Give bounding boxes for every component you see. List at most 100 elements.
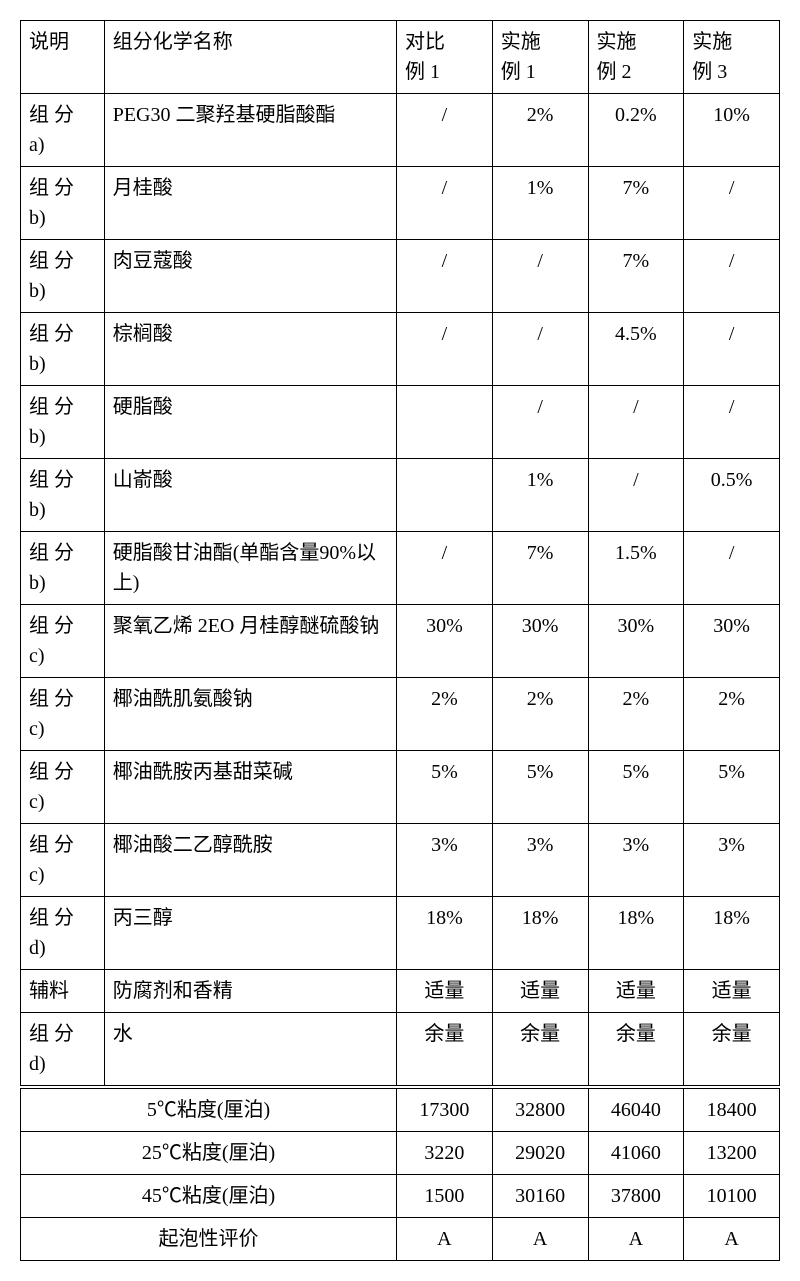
summary-v1: 3220 [397, 1132, 493, 1175]
row-v1: / [397, 532, 493, 605]
row-name: 肉豆蔻酸 [104, 240, 396, 313]
header-row: 说明组分化学名称对比例 1实施例 1实施例 2实施例 3 [21, 21, 780, 94]
row-name: 硬脂酸 [104, 386, 396, 459]
row-v3: 5% [588, 751, 684, 824]
table-row: 组 分c)椰油酸二乙醇酰胺3%3%3%3% [21, 824, 780, 897]
header-col4: 实施例 3 [684, 21, 780, 94]
row-v4: / [684, 386, 780, 459]
table-row: 组 分c)椰油酰胺丙基甜菜碱5%5%5%5% [21, 751, 780, 824]
row-v3: / [588, 386, 684, 459]
table-row: 组 分d)水余量余量余量余量 [21, 1013, 780, 1088]
row-v1: / [397, 240, 493, 313]
row-v2: 余量 [492, 1013, 588, 1088]
row-v4: 0.5% [684, 459, 780, 532]
row-v1: 18% [397, 897, 493, 970]
summary-v2: A [492, 1218, 588, 1261]
row-v4: 30% [684, 605, 780, 678]
table-row: 组 分b)棕榈酸//4.5%/ [21, 313, 780, 386]
header-desc: 说明 [21, 21, 105, 94]
summary-v1: 1500 [397, 1175, 493, 1218]
row-desc: 组 分c) [21, 605, 105, 678]
summary-v4: A [684, 1218, 780, 1261]
row-v3: 4.5% [588, 313, 684, 386]
row-v1: 余量 [397, 1013, 493, 1088]
table-row: 组 分a)PEG30 二聚羟基硬脂酸酯/2%0.2%10% [21, 94, 780, 167]
row-v4: / [684, 532, 780, 605]
table-row: 组 分b)月桂酸/1%7%/ [21, 167, 780, 240]
composition-table: 说明组分化学名称对比例 1实施例 1实施例 2实施例 3组 分a)PEG30 二… [20, 20, 780, 1261]
row-v4: 2% [684, 678, 780, 751]
row-v2: 2% [492, 94, 588, 167]
table-row: 组 分c)聚氧乙烯 2EO 月桂醇醚硫酸钠30%30%30%30% [21, 605, 780, 678]
table-row: 辅料防腐剂和香精适量适量适量适量 [21, 970, 780, 1013]
row-v4: / [684, 313, 780, 386]
row-v3: / [588, 459, 684, 532]
table-row: 组 分b)硬脂酸甘油酯(单酯含量90%以上)/7%1.5%/ [21, 532, 780, 605]
summary-v4: 13200 [684, 1132, 780, 1175]
summary-v2: 32800 [492, 1087, 588, 1132]
row-name: 防腐剂和香精 [104, 970, 396, 1013]
row-name: 水 [104, 1013, 396, 1088]
row-v2: 18% [492, 897, 588, 970]
summary-v2: 30160 [492, 1175, 588, 1218]
summary-v1: 17300 [397, 1087, 493, 1132]
row-v3: 3% [588, 824, 684, 897]
row-desc: 组 分b) [21, 459, 105, 532]
row-desc: 组 分c) [21, 678, 105, 751]
summary-row: 45℃粘度(厘泊)1500301603780010100 [21, 1175, 780, 1218]
row-v2: 1% [492, 167, 588, 240]
row-v4: 3% [684, 824, 780, 897]
row-v3: 7% [588, 167, 684, 240]
summary-v1: A [397, 1218, 493, 1261]
row-v4: 适量 [684, 970, 780, 1013]
summary-v4: 10100 [684, 1175, 780, 1218]
header-col2: 实施例 1 [492, 21, 588, 94]
row-desc: 组 分c) [21, 824, 105, 897]
table-row: 组 分b)肉豆蔻酸//7%/ [21, 240, 780, 313]
summary-v3: A [588, 1218, 684, 1261]
row-desc: 组 分b) [21, 386, 105, 459]
row-v2: / [492, 386, 588, 459]
header-col1: 对比例 1 [397, 21, 493, 94]
table-row: 组 分c)椰油酰肌氨酸钠2%2%2%2% [21, 678, 780, 751]
row-name: 山嵛酸 [104, 459, 396, 532]
row-desc: 组 分c) [21, 751, 105, 824]
header-col3: 实施例 2 [588, 21, 684, 94]
row-v1: / [397, 167, 493, 240]
row-v2: 适量 [492, 970, 588, 1013]
summary-row: 5℃粘度(厘泊)17300328004604018400 [21, 1087, 780, 1132]
summary-label: 5℃粘度(厘泊) [21, 1087, 397, 1132]
row-v4: / [684, 240, 780, 313]
row-v1: 2% [397, 678, 493, 751]
summary-label: 45℃粘度(厘泊) [21, 1175, 397, 1218]
row-name: 棕榈酸 [104, 313, 396, 386]
table-row: 组 分d)丙三醇18%18%18%18% [21, 897, 780, 970]
row-v4: 余量 [684, 1013, 780, 1088]
row-desc: 组 分b) [21, 532, 105, 605]
row-v4: / [684, 167, 780, 240]
summary-v4: 18400 [684, 1087, 780, 1132]
summary-label: 起泡性评价 [21, 1218, 397, 1261]
row-v2: 7% [492, 532, 588, 605]
summary-v3: 37800 [588, 1175, 684, 1218]
row-v1: 30% [397, 605, 493, 678]
summary-v3: 41060 [588, 1132, 684, 1175]
row-name: 硬脂酸甘油酯(单酯含量90%以上) [104, 532, 396, 605]
row-v1: 3% [397, 824, 493, 897]
summary-row: 起泡性评价AAAA [21, 1218, 780, 1261]
row-v1: / [397, 94, 493, 167]
row-name: 椰油酰胺丙基甜菜碱 [104, 751, 396, 824]
row-v4: 10% [684, 94, 780, 167]
row-desc: 组 分b) [21, 167, 105, 240]
row-desc: 辅料 [21, 970, 105, 1013]
row-name: 月桂酸 [104, 167, 396, 240]
row-v3: 18% [588, 897, 684, 970]
row-v4: 5% [684, 751, 780, 824]
row-desc: 组 分b) [21, 240, 105, 313]
row-v2: 1% [492, 459, 588, 532]
row-desc: 组 分d) [21, 1013, 105, 1088]
row-v3: 1.5% [588, 532, 684, 605]
row-name: 丙三醇 [104, 897, 396, 970]
row-v1: / [397, 313, 493, 386]
row-v3: 适量 [588, 970, 684, 1013]
